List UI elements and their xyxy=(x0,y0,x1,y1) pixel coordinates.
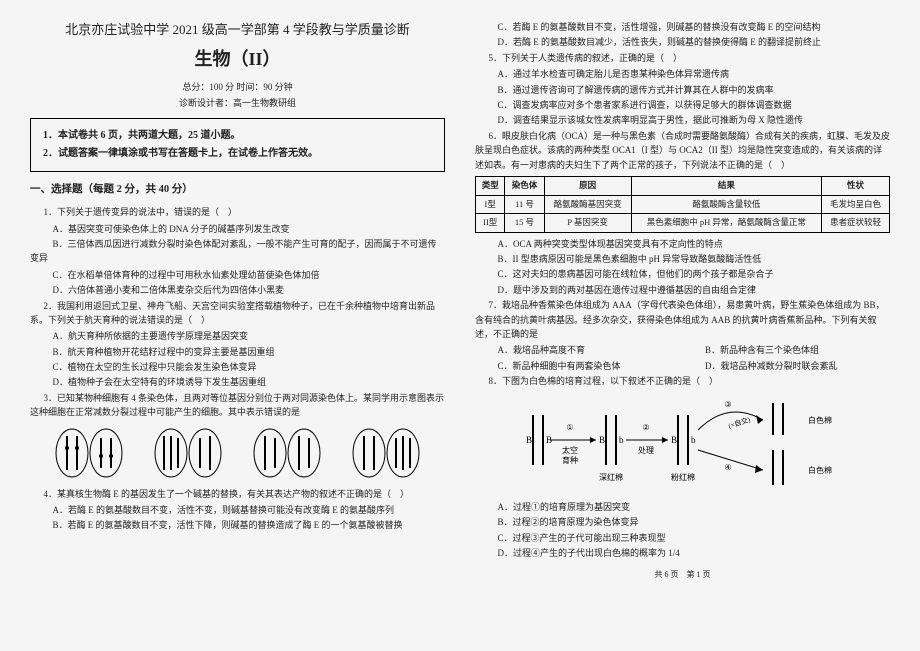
q4-A: A．若酶 E 的氨基酸数目不变，活性不变，则碱基替换可能没有改变酶 E 的氨基酸… xyxy=(30,503,445,517)
label-baise2: 白色棉 xyxy=(808,465,832,475)
chrom-option-D xyxy=(351,426,421,481)
score-time: 总分：100 分 时间：90 分钟 xyxy=(30,80,445,94)
q8-stem: 8．下图为白色棉的培育过程，以下叙述不正确的是（ ） xyxy=(475,374,890,388)
q1-stem: 1．下列关于遗传变异的说法中，错误的是（ ） xyxy=(30,205,445,219)
q6-stem: 6．眼皮肤白化病（OCA）是一种与黑色素（合成时需要酪氨酸酶）合成有关的疾病，虹… xyxy=(475,129,890,172)
svg-text:B: B xyxy=(671,435,677,445)
q8-C: C．过程③产生的子代可能出现三种表现型 xyxy=(475,531,890,545)
chrom-option-A xyxy=(54,426,124,481)
th-cause: 原因 xyxy=(544,176,631,195)
q2-A: A．航天育种所依据的主要遗传学原理是基因突变 xyxy=(30,329,445,343)
svg-text:育种: 育种 xyxy=(562,455,578,465)
label-zijiao: (×自交) xyxy=(727,414,752,430)
q6-A: A．OCA 两种突变类型体现基因突变具有不定向性的特点 xyxy=(475,237,890,251)
label-shenhong: 深红棉 xyxy=(599,472,623,482)
q6-B: B．II 型患病原因可能是黑色素细胞中 pH 异常导致酪氨酸酶活性低 xyxy=(475,252,890,266)
td: 黑色素细胞中 pH 异常，酪氨酸酶含量正常 xyxy=(631,214,821,233)
q5-stem: 5．下列关于人类遗传病的叙述，正确的是（ ） xyxy=(475,51,890,65)
label-n4: ④ xyxy=(724,463,731,472)
td: 酪氨酸酶含量较低 xyxy=(631,195,821,214)
label-baise1: 白色棉 xyxy=(808,415,832,425)
page-left: 北京亦庄试验中学 2021 级高一学部第 4 学段教与学质量诊断 生物（II） … xyxy=(30,20,445,631)
page-right: C．若酶 E 的氨基酸数目不变，活性增强，则碱基的替换没有改变酶 E 的空间结构… xyxy=(475,20,890,631)
q2-B: B．航天育种植物开花结籽过程中的变异主要是基因重组 xyxy=(30,345,445,359)
td: 酪氨酸酶基因突变 xyxy=(544,195,631,214)
svg-text:B: B xyxy=(599,435,605,445)
notice-box: 1．本试卷共 6 页，共两道大题，25 道小题。 2．试题答案一律填涂或书写在答… xyxy=(30,118,445,172)
q4-D: D．若酶 E 的氨基酸数目减少，活性丧失，则碱基的替换使得酶 E 的翻译提前终止 xyxy=(475,35,890,49)
q1-C: C．在水稻单倍体育种的过程中可用秋水仙素处理幼苗使染色体加倍 xyxy=(30,268,445,282)
td: 患者症状较轻 xyxy=(822,214,890,233)
label-taikong: 太空 xyxy=(562,445,578,455)
td: 11 号 xyxy=(505,195,544,214)
q3-stem: 3．已知某物种细胞有 4 条染色体，且两对等位基因分别位于两对同源染色体上。某同… xyxy=(30,391,445,420)
q1-D: D．六倍体普通小麦和二倍体黑麦杂交后代为四倍体小黑麦 xyxy=(30,283,445,297)
cotton-breeding-diagram: B B ① 太空 育种 B b 深红棉 ② 处理 B b 粉红棉 xyxy=(475,395,890,494)
q7-A: A．栽培品种高度不育 xyxy=(475,343,683,357)
q8-B: B．过程②的培育原理为染色体变异 xyxy=(475,515,890,529)
label-fenhong: 粉红棉 xyxy=(671,472,695,482)
page-footer: 共 6 页 第 1 页 xyxy=(475,569,890,582)
label-n1: ① xyxy=(566,423,573,432)
q2-C: C．植物在太空的生长过程中只能会发生染色体变异 xyxy=(30,360,445,374)
notice-line2: 2．试题答案一律填涂或书写在答题卡上，在试卷上作答无效。 xyxy=(43,145,432,163)
q4-B: B．若酶 E 的氨基酸数目不变，活性下降，则碱基的替换造成了酶 E 的一个氨基酸… xyxy=(30,518,445,532)
th-chrom: 染色体 xyxy=(505,176,544,195)
q1-B: B．三倍体西瓜因进行减数分裂时染色体配对紊乱，一般不能产生可育的配子，因而属于不… xyxy=(30,237,445,266)
q5-D: D．调查结果显示该城女性发病率明显高于男性，据此可推断为母 X 隐性遗传 xyxy=(475,113,890,127)
td: II型 xyxy=(476,214,505,233)
q5-C: C．调查发病率应对多个患者家系进行调查，以获得足够大的群体调查数据 xyxy=(475,98,890,112)
td: P 基因突变 xyxy=(544,214,631,233)
q7-stem: 7．栽培品种香蕉染色体组成为 AAA（字母代表染色体组），易患黄叶病，野生蕉染色… xyxy=(475,298,890,341)
q1-A: A．基因突变可使染色体上的 DNA 分子的碱基序列发生改变 xyxy=(30,222,445,236)
td: 毛发均呈白色 xyxy=(822,195,890,214)
subject-title: 生物（II） xyxy=(30,45,445,74)
q8-D: D．过程④产生的子代出现白色棉的概率为 1/4 xyxy=(475,546,890,560)
notice-line1: 1．本试卷共 6 页，共两道大题，25 道小题。 xyxy=(43,127,432,145)
q5-B: B．通过遗传咨询可了解遗传病的遗传方式并计算其在人群中的发病率 xyxy=(475,83,890,97)
q7-B: B．新品种含有三个染色体组 xyxy=(683,343,891,357)
chromosome-diagram-row xyxy=(30,426,445,481)
label-chuli: 处理 xyxy=(638,445,654,455)
q6-D: D．题中涉及到的两对基因在遗传过程中遵循基因的自由组合定律 xyxy=(475,283,890,297)
svg-text:B: B xyxy=(526,435,532,445)
chrom-option-C xyxy=(252,426,322,481)
q8-A: A．过程①的培育原理为基因突变 xyxy=(475,500,890,514)
q2-stem: 2．我国利用返回式卫星、神舟飞船、天宫空间实验室搭载植物种子，已在千余种植物中培… xyxy=(30,299,445,328)
chrom-option-B xyxy=(153,426,223,481)
exam-title: 北京亦庄试验中学 2021 级高一学部第 4 学段教与学质量诊断 xyxy=(30,20,445,41)
td: I型 xyxy=(476,195,505,214)
oca-table: 类型 染色体 原因 结果 性状 I型 11 号 酪氨酸酶基因突变 酪氨酸酶含量较… xyxy=(475,176,890,233)
q6-C: C．这对夫妇的患病基因可能在线粒体，但他们的两个孩子都是杂合子 xyxy=(475,267,890,281)
section-1-head: 一、选择题（每题 2 分，共 40 分） xyxy=(30,182,445,199)
table-row: II型 15 号 P 基因突变 黑色素细胞中 pH 异常，酪氨酸酶含量正常 患者… xyxy=(476,214,890,233)
th-trait: 性状 xyxy=(822,176,890,195)
th-type: 类型 xyxy=(476,176,505,195)
table-header-row: 类型 染色体 原因 结果 性状 xyxy=(476,176,890,195)
q4-stem: 4．某真核生物酶 E 的基因发生了一个碱基的替换，有关其表达产物的叙述不正确的是… xyxy=(30,487,445,501)
designer: 诊断设计者：高一生物教研组 xyxy=(30,96,445,110)
td: 15 号 xyxy=(505,214,544,233)
label-n2: ② xyxy=(642,423,649,432)
q2-D: D．植物种子会在太空特有的环境诱导下发生基因重组 xyxy=(30,375,445,389)
q7-C: C．新品种细胞中有两套染色体 xyxy=(475,359,683,373)
svg-text:b: b xyxy=(691,435,696,445)
q4-C: C．若酶 E 的氨基酸数目不变，活性增强，则碱基的替换没有改变酶 E 的空间结构 xyxy=(475,20,890,34)
svg-text:b: b xyxy=(619,435,624,445)
th-result: 结果 xyxy=(631,176,821,195)
q5-A: A．通过羊水检查可确定胎儿是否患某种染色体异常遗传病 xyxy=(475,67,890,81)
table-row: I型 11 号 酪氨酸酶基因突变 酪氨酸酶含量较低 毛发均呈白色 xyxy=(476,195,890,214)
q7-D: D．栽培品种减数分裂时联会紊乱 xyxy=(683,359,891,373)
label-n3: ③ xyxy=(724,400,731,409)
